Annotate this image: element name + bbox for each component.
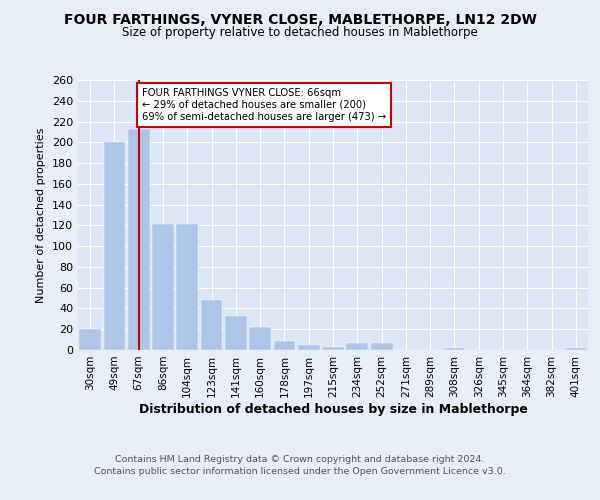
Bar bbox=[79, 329, 101, 350]
Bar bbox=[565, 348, 587, 350]
Bar bbox=[298, 345, 320, 350]
Bar bbox=[104, 142, 125, 350]
Text: Contains HM Land Registry data © Crown copyright and database right 2024.: Contains HM Land Registry data © Crown c… bbox=[115, 455, 485, 464]
Bar bbox=[249, 327, 271, 350]
Text: FOUR FARTHINGS VYNER CLOSE: 66sqm
← 29% of detached houses are smaller (200)
69%: FOUR FARTHINGS VYNER CLOSE: 66sqm ← 29% … bbox=[142, 88, 386, 122]
Bar bbox=[371, 342, 392, 350]
Bar bbox=[128, 129, 149, 350]
Y-axis label: Number of detached properties: Number of detached properties bbox=[37, 128, 46, 302]
Bar bbox=[152, 224, 174, 350]
Bar bbox=[176, 224, 198, 350]
Text: Size of property relative to detached houses in Mablethorpe: Size of property relative to detached ho… bbox=[122, 26, 478, 39]
Text: Distribution of detached houses by size in Mablethorpe: Distribution of detached houses by size … bbox=[139, 402, 527, 415]
Bar bbox=[274, 340, 295, 350]
Bar bbox=[443, 348, 466, 350]
Bar bbox=[346, 342, 368, 350]
Bar bbox=[200, 300, 223, 350]
Bar bbox=[225, 316, 247, 350]
Text: FOUR FARTHINGS, VYNER CLOSE, MABLETHORPE, LN12 2DW: FOUR FARTHINGS, VYNER CLOSE, MABLETHORPE… bbox=[64, 12, 536, 26]
Text: Contains public sector information licensed under the Open Government Licence v3: Contains public sector information licen… bbox=[94, 468, 506, 476]
Bar bbox=[322, 347, 344, 350]
